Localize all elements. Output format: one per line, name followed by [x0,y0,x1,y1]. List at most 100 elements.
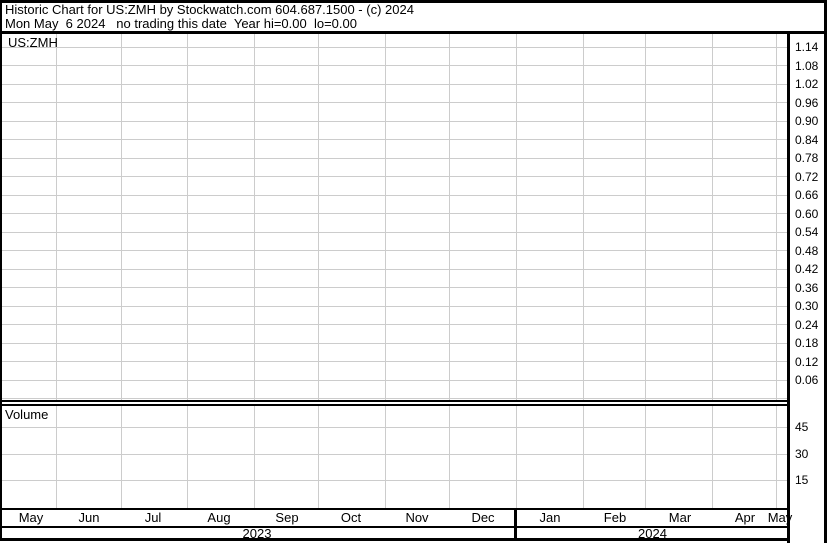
horizontal-gridline [2,157,788,159]
price-tick-label: 0.72 [795,169,819,184]
vertical-gridline [254,406,255,508]
vertical-gridline [776,406,777,508]
horizontal-gridline [2,427,788,428]
outer-left-border [0,0,2,541]
volume-panel: Volume [2,406,788,508]
horizontal-gridline [2,65,788,66]
vertical-gridline [516,406,517,508]
month-label: Nov [405,510,429,525]
month-label: Feb [603,510,627,525]
vertical-gridline [449,406,450,508]
horizontal-gridline [2,176,788,177]
month-axis-bottom-border [0,526,788,528]
vertical-gridline [254,34,255,400]
vertical-gridline [385,34,386,400]
price-tick-label: 0.30 [795,299,819,313]
horizontal-gridline [2,324,788,325]
vertical-gridline [712,406,713,508]
month-label: May [18,510,44,525]
chart-title: Historic Chart for US:ZMH by Stockwatch.… [5,2,414,17]
outer-right-border [824,0,827,543]
price-panel-bottom-border [0,400,790,402]
vertical-gridline [187,34,188,400]
outer-bottom-border [0,538,790,541]
month-label: May [767,510,793,525]
vertical-gridline [121,406,122,508]
volume-tick-label: 45 [795,420,809,434]
price-chart-panel: US:ZMH [2,34,788,400]
horizontal-gridline [2,287,788,288]
month-label: Sep [275,510,299,525]
horizontal-gridline [2,102,788,103]
horizontal-gridline [2,83,788,85]
price-tick-label: 0.54 [795,225,819,239]
month-label: Jan [539,510,561,525]
price-tick-label: 0.36 [795,280,819,295]
vertical-gridline [583,34,584,400]
month-label: Dec [471,510,495,525]
price-tick-label: 0.66 [795,188,819,202]
price-tick-label: 0.18 [795,336,819,350]
horizontal-gridline [2,453,788,455]
horizontal-gridline [2,268,788,270]
horizontal-gridline [2,194,788,196]
outer-top-border [0,0,827,3]
price-tick-label: 0.48 [795,243,819,258]
horizontal-gridline [2,342,788,344]
price-tick-label: 0.06 [795,373,819,387]
year-label-2024: 2024 [638,526,667,541]
price-tick-label: 0.12 [795,354,819,369]
month-label: Aug [207,510,231,525]
vertical-gridline [583,406,584,508]
price-tick-label: 1.08 [795,58,819,73]
right-axis-column: 1.14 1.08 1.02 0.96 0.90 0.84 0.78 0.72 0.66 0.60… [790,0,824,543]
price-gridlines [2,34,788,400]
month-label: Oct [340,510,362,525]
vertical-gridline [712,34,713,400]
horizontal-gridline [2,480,788,481]
price-tick-label: 0.42 [795,262,819,276]
symbol-label: US:ZMH [8,35,58,50]
chart-subtitle: Mon May 6 2024 no trading this date Year… [5,16,357,31]
horizontal-gridline [2,120,788,122]
volume-gridlines [2,406,788,508]
price-tick-label: 0.84 [795,132,819,147]
price-tick-label: 1.14 [795,40,819,54]
vertical-gridline [776,34,777,400]
horizontal-gridline [2,231,788,233]
horizontal-gridline [2,361,788,362]
price-tick-label: 0.96 [795,95,819,110]
price-tick-label: 0.90 [795,114,819,128]
vertical-gridline [56,406,57,508]
vertical-gridline [318,406,319,508]
vertical-gridline [645,34,646,400]
year-axis: 2023 2024 [0,526,788,541]
volume-label: Volume [5,407,49,422]
horizontal-gridline [2,213,788,214]
header-separator [0,31,827,34]
volume-panel-bottom-border [0,508,790,510]
horizontal-gridline [2,139,788,140]
price-tick-label: 0.78 [795,151,819,165]
vertical-gridline [516,34,517,400]
month-axis: May Jun Jul Aug Sep Oct Nov Dec Jan Feb Mar Apr May [0,510,793,526]
vertical-gridline [645,406,646,508]
horizontal-gridline [2,305,788,307]
vertical-gridline [187,406,188,508]
vertical-gridline [56,34,57,400]
axis-column-divider [787,34,790,543]
horizontal-gridline [2,46,788,48]
month-label: Jul [144,510,162,525]
vertical-gridline [385,406,386,508]
volume-tick-label: 15 [795,473,809,487]
volume-panel-top-border [0,404,790,406]
horizontal-gridline [2,250,788,251]
vertical-gridline [318,34,319,400]
month-label: Apr [734,510,756,525]
month-label: Mar [668,510,692,525]
horizontal-gridline [2,398,788,399]
vertical-gridline [121,34,122,400]
vertical-gridline [449,34,450,400]
year-divider [514,508,517,541]
